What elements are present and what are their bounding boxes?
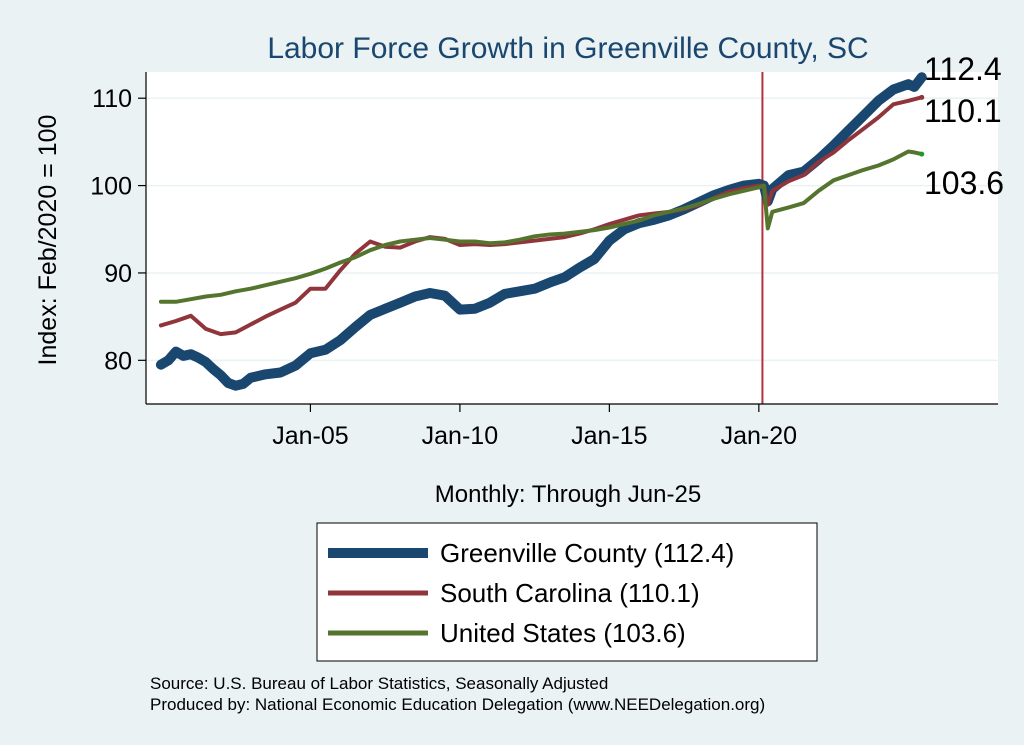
source-note: Source: U.S. Bureau of Labor Statistics,… (150, 674, 608, 693)
series-layer (155, 72, 927, 391)
series-line-south-carolina (158, 95, 924, 337)
legend-label-united-states: United States (103.6) (440, 618, 686, 648)
produced-by-note: Produced by: National Economic Education… (150, 695, 765, 714)
end-point-united-states (919, 151, 925, 157)
end-label-south-carolina: 110.1 (924, 93, 1002, 129)
x-tick-label: Jan-15 (571, 422, 647, 450)
end-point-greenville-county (918, 74, 925, 81)
end-label-greenville: 112.4 (924, 51, 1002, 87)
y-axis-title: Index: Feb/2020 = 100 (34, 115, 62, 366)
x-tick-label: Jan-10 (422, 422, 498, 450)
end-point-south-carolina (919, 94, 925, 100)
y-tick-label: 80 (104, 347, 132, 375)
x-tick-label: Jan-05 (272, 422, 348, 450)
legend-label-south-carolina: South Carolina (110.1) (440, 578, 700, 608)
end-markers (918, 74, 925, 157)
end-label-united-states: 103.6 (924, 165, 1004, 201)
x-axis-ticks: Jan-05 Jan-10 Jan-15 Jan-20 (272, 404, 797, 450)
x-axis-title: Monthly: Through Jun-25 (435, 481, 701, 508)
legend-label-greenville: Greenville County (112.4) (440, 538, 734, 568)
series-line-united-states (158, 149, 924, 304)
chart-title: Labor Force Growth in Greenville County,… (267, 32, 868, 65)
legend: Greenville County (112.4) South Carolina… (316, 522, 818, 662)
y-tick-label: 100 (90, 173, 132, 201)
y-tick-label: 90 (104, 260, 132, 288)
series-line-greenville-county (155, 72, 927, 391)
x-tick-label: Jan-20 (721, 422, 797, 450)
y-axis-ticks: 80 90 100 110 (90, 85, 146, 375)
y-tick-label: 110 (92, 85, 132, 113)
